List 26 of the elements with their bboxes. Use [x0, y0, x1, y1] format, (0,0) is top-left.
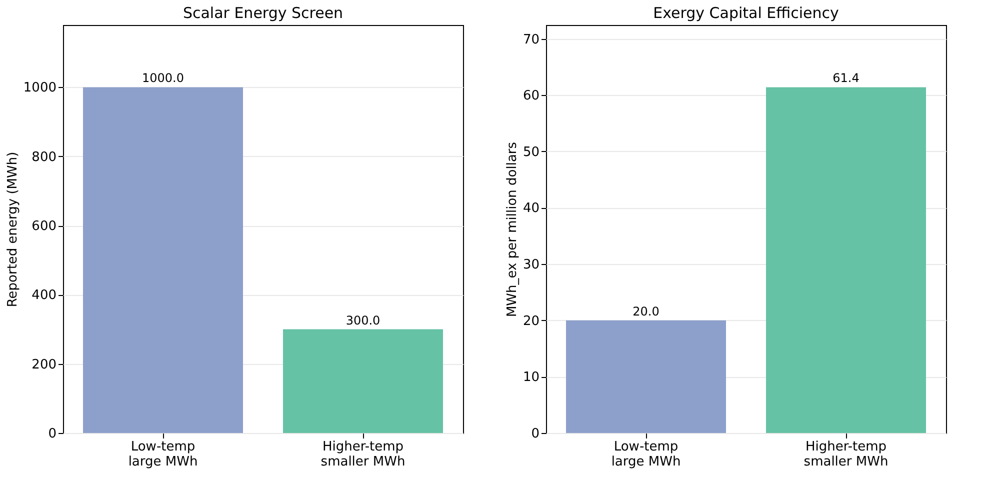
y-axis-title: Reported energy (MWh): [5, 152, 20, 308]
data-label: 1000.0: [142, 71, 184, 86]
data-label: 300.0: [346, 313, 380, 328]
y-tick-label: 800: [32, 150, 56, 165]
y-tick-label: 60: [522, 88, 540, 104]
y-tick-label: 200: [32, 357, 56, 372]
y-tick-label: 50: [522, 144, 540, 160]
y-tick-label: 30: [522, 258, 540, 273]
data-label: 20.0: [632, 304, 660, 318]
y-tick-label: 400: [32, 288, 56, 304]
y-tick-label: 0: [531, 426, 540, 442]
y-tick-label: 600: [32, 219, 56, 234]
data-label: 61.4: [832, 71, 860, 86]
x-tick-label: Low-temp large MWh: [128, 440, 198, 470]
y-axis-title: MWh_ex per million dollars: [504, 142, 520, 318]
y-tick-label: 0: [48, 426, 56, 442]
x-tick-label: Higher-temp smaller MWh: [804, 440, 888, 470]
x-tick-label: Low-temp large MWh: [611, 440, 681, 470]
chart-title: Exergy Capital Efficiency: [653, 4, 840, 22]
x-tick-label: Higher-temp smaller MWh: [320, 440, 406, 470]
y-tick-label: 10: [522, 370, 540, 386]
chart-title: Scalar Energy Screen: [182, 4, 344, 22]
y-tick-label: 70: [522, 32, 540, 48]
y-tick-label: 20: [522, 314, 540, 329]
y-tick-label: 1000: [23, 80, 56, 96]
y-tick-label: 40: [522, 201, 540, 216]
